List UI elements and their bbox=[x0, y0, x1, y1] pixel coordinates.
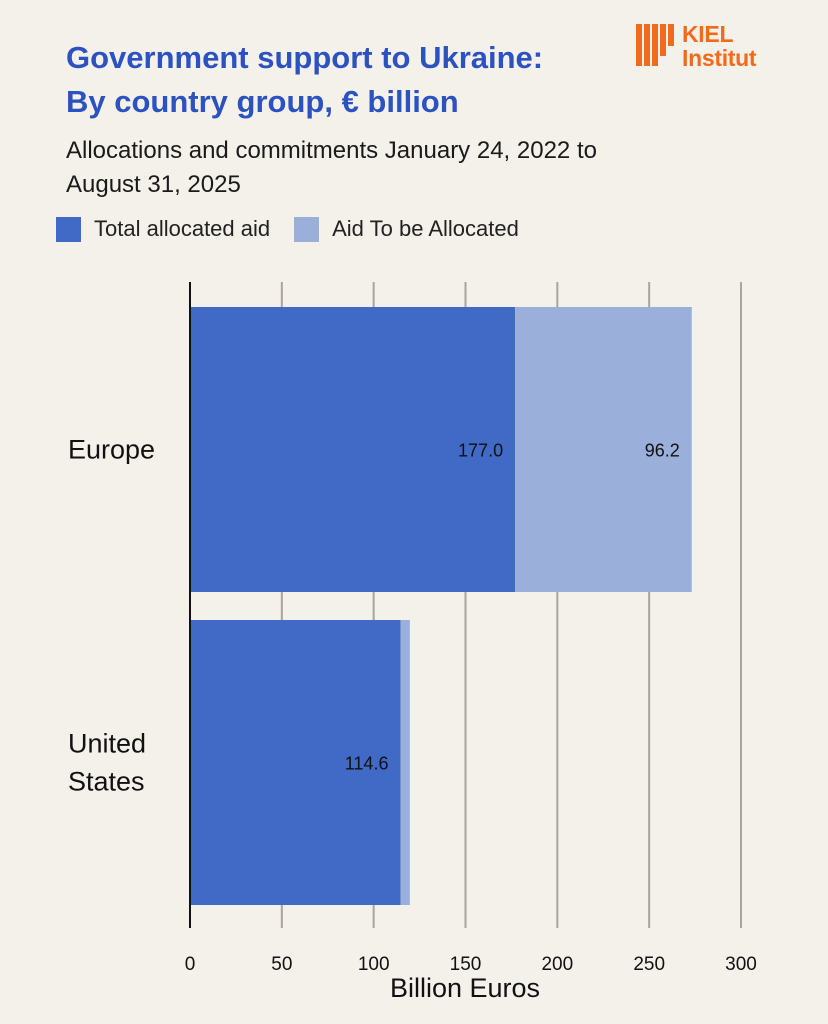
data-label: 114.6 bbox=[345, 754, 389, 774]
legend-swatch-to-be-allocated bbox=[294, 216, 320, 242]
logo-line-1: KIEL bbox=[682, 21, 734, 47]
category-label: Europe bbox=[68, 435, 155, 465]
x-tick-label: 100 bbox=[358, 954, 390, 975]
kiel-institut-logo: KIEL Institut bbox=[636, 20, 757, 71]
bar-to-be-allocated bbox=[515, 307, 692, 592]
chart-legend: Total allocated aid Aid To be Allocated bbox=[56, 216, 543, 242]
legend-swatch-allocated bbox=[56, 216, 81, 242]
chart-subtitle: Allocations and commitments January 24, … bbox=[66, 134, 597, 202]
title-line-2: By country group, € billion bbox=[66, 84, 459, 119]
x-tick-label: 0 bbox=[185, 954, 196, 975]
x-axis-title: Billion Euros bbox=[390, 973, 540, 1003]
bar-allocated bbox=[190, 307, 516, 592]
bar-allocated bbox=[190, 620, 401, 905]
logo-line-2: Institut bbox=[682, 45, 757, 71]
logo-text: KIEL Institut bbox=[682, 21, 757, 71]
subtitle-line-1: Allocations and commitments January 24, … bbox=[66, 137, 597, 164]
legend-label-to-be-allocated: Aid To be Allocated bbox=[332, 216, 519, 241]
x-tick-label: 150 bbox=[450, 954, 482, 975]
chart-title: Government support to Ukraine: By countr… bbox=[66, 36, 543, 124]
data-label: 177.0 bbox=[458, 441, 503, 461]
x-tick-label: 200 bbox=[541, 954, 573, 975]
x-tick-label: 50 bbox=[271, 954, 292, 975]
legend-item-to-be-allocated: Aid To be Allocated bbox=[294, 216, 519, 242]
legend-label-allocated: Total allocated aid bbox=[94, 216, 271, 241]
kiel-logo-mark-icon bbox=[636, 24, 674, 66]
legend-item-allocated: Total allocated aid bbox=[56, 216, 270, 242]
bar-to-be-allocated bbox=[400, 620, 410, 905]
x-tick-label: 300 bbox=[725, 954, 757, 975]
title-line-1: Government support to Ukraine: bbox=[66, 40, 544, 75]
x-tick-label: 250 bbox=[633, 954, 665, 975]
data-label: 96.2 bbox=[645, 441, 680, 461]
category-label: States bbox=[68, 767, 145, 797]
category-label: United bbox=[68, 729, 146, 759]
subtitle-line-2: August 31, 2025 bbox=[66, 171, 241, 198]
